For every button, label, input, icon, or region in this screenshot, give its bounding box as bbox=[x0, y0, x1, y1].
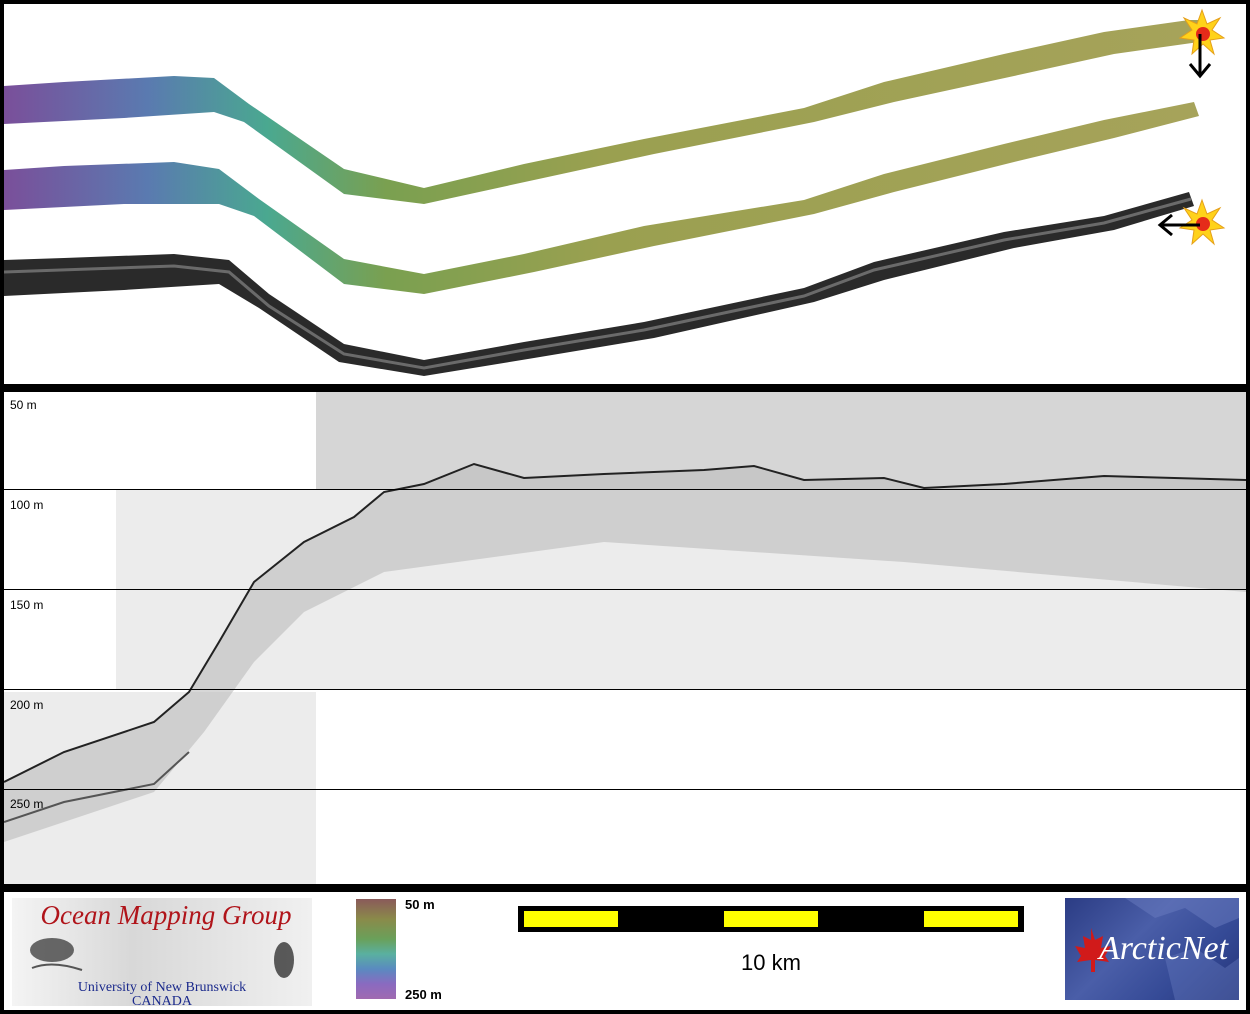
swath-map-panel bbox=[4, 4, 1246, 384]
swath-map bbox=[4, 8, 1226, 376]
backscatter-swath bbox=[4, 192, 1194, 376]
scale-segment bbox=[924, 911, 1018, 927]
maple-leaf-icon bbox=[1075, 928, 1111, 972]
depth-label-100: 100 m bbox=[10, 498, 44, 512]
ship-icon bbox=[30, 938, 74, 962]
depth-grid-line bbox=[4, 689, 1246, 690]
arcticnet-wordmark: ArcticNet bbox=[1099, 930, 1229, 967]
arrow-down-icon bbox=[1188, 34, 1212, 79]
depth-label-50: 50 m bbox=[10, 398, 37, 412]
backscatter-track-center bbox=[4, 197, 1192, 370]
subbottom-profile-panel: 50 m 100 m 150 m 200 m 250 m bbox=[4, 392, 1246, 884]
omg-university: University of New Brunswick bbox=[77, 980, 247, 995]
ocean-mapping-group-logo: Ocean Mapping Group University of New Br… bbox=[12, 898, 312, 1009]
seafloor-line bbox=[4, 462, 1246, 783]
depth-label-250: 250 m bbox=[10, 797, 44, 811]
arcticnet-logo: ArcticNet bbox=[1065, 898, 1239, 1000]
colorbar-bottom-label: 250 m bbox=[405, 987, 442, 1002]
depth-grid-line bbox=[4, 789, 1246, 790]
arrow-left-icon bbox=[1157, 213, 1200, 237]
start-marker-upper bbox=[1178, 8, 1226, 79]
sediment-layer bbox=[4, 464, 1246, 842]
scale-segment bbox=[724, 911, 818, 927]
legend-panel: Ocean Mapping Group University of New Br… bbox=[4, 892, 1246, 1010]
depth-colorbar bbox=[356, 899, 396, 999]
depth-label-200: 200 m bbox=[10, 698, 44, 712]
subbottom-reflector bbox=[4, 751, 190, 823]
scale-label: 10 km bbox=[741, 950, 801, 975]
depth-grid-line bbox=[4, 489, 1246, 490]
sonar-icon bbox=[274, 942, 294, 978]
omg-logo-graphic bbox=[30, 938, 294, 978]
colorbar-top-label: 50 m bbox=[405, 897, 435, 912]
start-marker-lower bbox=[1157, 198, 1226, 246]
omg-title: Ocean Mapping Group bbox=[40, 900, 292, 930]
subbottom-profile bbox=[4, 392, 1246, 884]
omg-country: CANADA bbox=[132, 994, 192, 1009]
scale-segment bbox=[524, 911, 618, 927]
bathymetry-swath-middle bbox=[4, 102, 1199, 294]
depth-grid-line bbox=[4, 589, 1246, 590]
scale-bar bbox=[518, 906, 1024, 932]
bathymetry-swath-upper bbox=[4, 20, 1199, 204]
depth-label-150: 150 m bbox=[10, 598, 44, 612]
